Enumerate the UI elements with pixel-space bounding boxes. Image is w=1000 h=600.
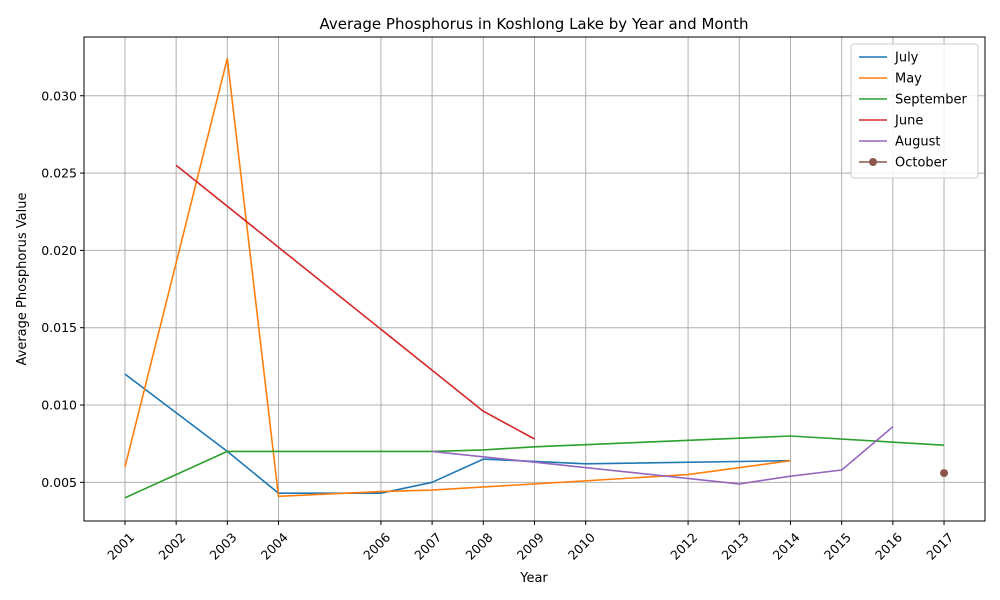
- x-tick-label: 2017: [923, 530, 956, 563]
- y-tick-label: 0.005: [41, 475, 77, 490]
- x-tick-label: 2009: [514, 530, 547, 563]
- y-tick-label: 0.030: [41, 88, 77, 103]
- y-tick-label: 0.015: [41, 320, 77, 335]
- y-tick-label: 0.020: [41, 243, 77, 258]
- x-tick-label: 2014: [770, 530, 803, 563]
- legend-label-september: September: [895, 93, 968, 108]
- series-lines: [124, 57, 949, 499]
- x-axis-ticks: 2001 2002 2003 2004 2006 2007 2008 2009 2010 2012…: [104, 521, 956, 563]
- series-line-may: [124, 57, 791, 498]
- series-line-august: [432, 426, 894, 485]
- x-tick-label: 2016: [872, 530, 905, 563]
- x-tick-label: 2004: [258, 530, 291, 563]
- gridlines: [84, 37, 985, 521]
- y-axis-label: Average Phosphorus Value: [15, 193, 30, 366]
- x-tick-label: 2006: [360, 530, 393, 563]
- x-tick-label: 2015: [821, 530, 854, 563]
- x-tick-label: 2013: [718, 530, 751, 563]
- series-line-june: [175, 164, 535, 440]
- x-axis-label: Year: [519, 571, 548, 586]
- y-axis-ticks: 0.005 0.010 0.015 0.020 0.025 0.030: [41, 88, 84, 490]
- legend-label-august: August: [895, 135, 941, 150]
- legend-label-october: October: [895, 156, 948, 171]
- y-tick-label: 0.025: [41, 166, 77, 181]
- x-tick-label: 2012: [667, 530, 700, 563]
- y-tick-label: 0.010: [41, 398, 77, 413]
- x-tick-label: 2010: [565, 530, 598, 563]
- x-tick-label: 2002: [155, 530, 188, 563]
- legend-label-june: June: [894, 114, 923, 129]
- legend-label-may: May: [895, 72, 922, 87]
- chart-title: Average Phosphorus in Koshlong Lake by Y…: [320, 15, 749, 33]
- x-tick-label: 2007: [411, 530, 444, 563]
- data-point-october: [940, 469, 949, 478]
- x-tick-label: 2003: [207, 530, 240, 563]
- x-tick-label: 2001: [104, 530, 137, 563]
- series-line-july: [124, 373, 791, 495]
- legend-marker-october: [869, 158, 877, 166]
- x-tick-label: 2008: [463, 530, 496, 563]
- legend: July May September June August October: [850, 43, 979, 179]
- legend-label-july: July: [894, 51, 919, 66]
